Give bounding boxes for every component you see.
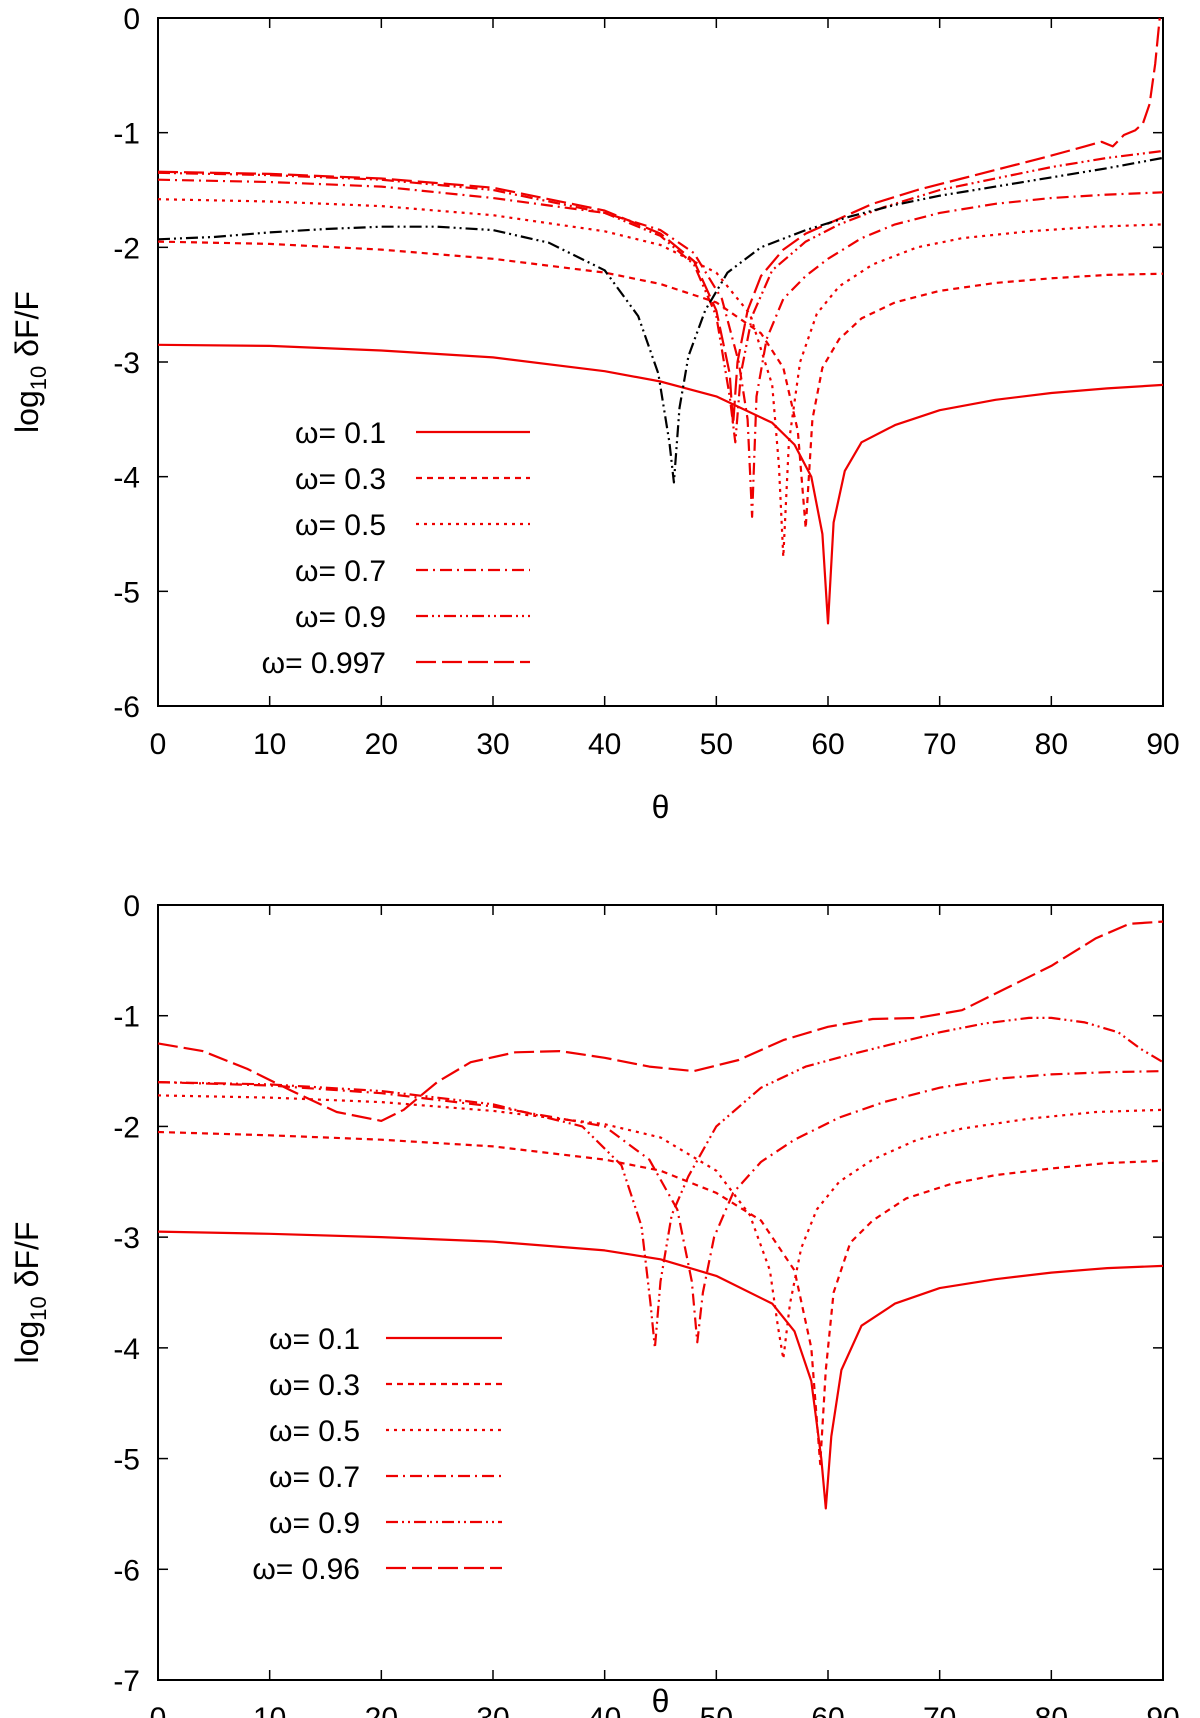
series-line-0.1 bbox=[157, 1230, 1164, 1510]
x-tick-label: 50 bbox=[700, 728, 733, 761]
y-tick-label: -6 bbox=[113, 1554, 140, 1587]
plot-frame-bottom bbox=[157, 904, 1164, 1681]
x-tick-label: 0 bbox=[150, 1702, 167, 1718]
legend-label: ω= 0.9 bbox=[295, 601, 386, 634]
x-tick-label: 0 bbox=[150, 728, 167, 761]
y-tick-label: -2 bbox=[113, 1111, 140, 1144]
legend-label: ω= 0.5 bbox=[295, 509, 386, 542]
series-line-0.5 bbox=[157, 198, 1164, 559]
x-tick-label: 10 bbox=[253, 1702, 286, 1718]
y-axis-label-top: log10 δF/F bbox=[9, 291, 51, 433]
axis-ticks-top: 0 10 20 30 40 50 60 70 80 90 0 -1 -2 -3 -4 -5 -6 bbox=[113, 3, 1179, 761]
x-tick-label: 80 bbox=[1035, 1702, 1068, 1718]
y-tick-label: 0 bbox=[123, 890, 140, 923]
legend-label: ω= 0.9 bbox=[269, 1507, 360, 1540]
legend-top: ω= 0.1 ω= 0.3 ω= 0.5 ω= 0.7 ω= 0.9 ω= 0.997 bbox=[262, 417, 530, 680]
legend-label: ω= 0.1 bbox=[269, 1323, 360, 1356]
y-tick-label: -2 bbox=[113, 232, 140, 265]
x-axis-label-top: θ bbox=[652, 789, 670, 825]
x-tick-label: 70 bbox=[923, 1702, 956, 1718]
x-tick-label: 90 bbox=[1146, 1702, 1179, 1718]
series-line-0.5 bbox=[157, 1094, 1164, 1361]
series-line-0.96 bbox=[157, 920, 1164, 1123]
x-tick-label: 40 bbox=[588, 1702, 621, 1718]
y-tick-label: -5 bbox=[113, 1444, 140, 1477]
series-line-0.9 bbox=[157, 149, 1164, 444]
y-tick-label: -1 bbox=[113, 118, 140, 151]
x-axis-label-bottom: θ bbox=[652, 1683, 670, 1718]
x-tick-label: 30 bbox=[476, 1702, 509, 1718]
x-tick-label: 10 bbox=[253, 728, 286, 761]
series-line-0.3 bbox=[157, 1130, 1164, 1466]
series-line-0.7 bbox=[157, 178, 1164, 518]
y-axis-label-main: log bbox=[9, 1321, 45, 1364]
y-axis-label-bottom: log10 δF/F bbox=[9, 1222, 51, 1364]
series-lines-bottom bbox=[157, 920, 1164, 1510]
legend-label: ω= 0.7 bbox=[269, 1461, 360, 1494]
x-tick-label: 80 bbox=[1035, 728, 1068, 761]
x-tick-label: 60 bbox=[811, 1702, 844, 1718]
legend-bottom: ω= 0.1 ω= 0.3 ω= 0.5 ω= 0.7 ω= 0.9 ω= 0.96 bbox=[252, 1323, 502, 1586]
series-line-0.1 bbox=[157, 343, 1164, 625]
legend-label: ω= 0.3 bbox=[269, 1369, 360, 1402]
y-tick-label: -4 bbox=[113, 1333, 140, 1366]
y-axis-label-rest: δF/F bbox=[9, 291, 45, 366]
series-line-black-reference bbox=[157, 156, 1164, 484]
y-tick-label: -3 bbox=[113, 1222, 140, 1255]
y-axis-label-subscript: 10 bbox=[26, 1296, 51, 1320]
legend-label: ω= 0.1 bbox=[295, 417, 386, 450]
x-tick-label: 40 bbox=[588, 728, 621, 761]
legend-label: ω= 0.997 bbox=[262, 647, 386, 680]
y-axis-label-main: log bbox=[9, 390, 45, 433]
x-tick-label: 20 bbox=[365, 1702, 398, 1718]
x-tick-label: 30 bbox=[476, 728, 509, 761]
series-line-0.7 bbox=[157, 1070, 1164, 1344]
x-tick-label: 20 bbox=[365, 728, 398, 761]
series-line-0.997 bbox=[157, 17, 1161, 427]
series-line-0.9 bbox=[157, 1016, 1164, 1350]
legend-label: ω= 0.5 bbox=[269, 1415, 360, 1448]
y-tick-label: -4 bbox=[113, 462, 140, 495]
series-line-0.3 bbox=[157, 240, 1164, 530]
legend-label: ω= 0.7 bbox=[295, 555, 386, 588]
x-tick-label: 90 bbox=[1146, 728, 1179, 761]
bottom-panel: 0 10 20 30 40 50 60 70 80 90 0 -1 -2 -3 -4 -5 -6 -7 θ log… bbox=[9, 890, 1180, 1718]
series-lines-top bbox=[157, 17, 1164, 625]
y-tick-label: -5 bbox=[113, 576, 140, 609]
y-tick-label: 0 bbox=[123, 3, 140, 36]
y-tick-label: -3 bbox=[113, 347, 140, 380]
y-tick-label: -1 bbox=[113, 1001, 140, 1034]
x-tick-label: 70 bbox=[923, 728, 956, 761]
legend-label: ω= 0.3 bbox=[295, 463, 386, 496]
x-tick-label: 50 bbox=[700, 1702, 733, 1718]
legend-label: ω= 0.96 bbox=[252, 1553, 360, 1586]
y-axis-label-subscript: 10 bbox=[26, 366, 51, 390]
y-tick-label: -6 bbox=[113, 691, 140, 724]
x-tick-label: 60 bbox=[811, 728, 844, 761]
y-tick-label: -7 bbox=[113, 1665, 140, 1698]
y-axis-label-rest: δF/F bbox=[9, 1222, 45, 1297]
axis-ticks-bottom: 0 10 20 30 40 50 60 70 80 90 0 -1 -2 -3 -4 -5 -6 -7 bbox=[113, 890, 1179, 1718]
top-panel: 0 10 20 30 40 50 60 70 80 900-1-2-3-4-5-6 θ log10… bbox=[9, 3, 1180, 825]
